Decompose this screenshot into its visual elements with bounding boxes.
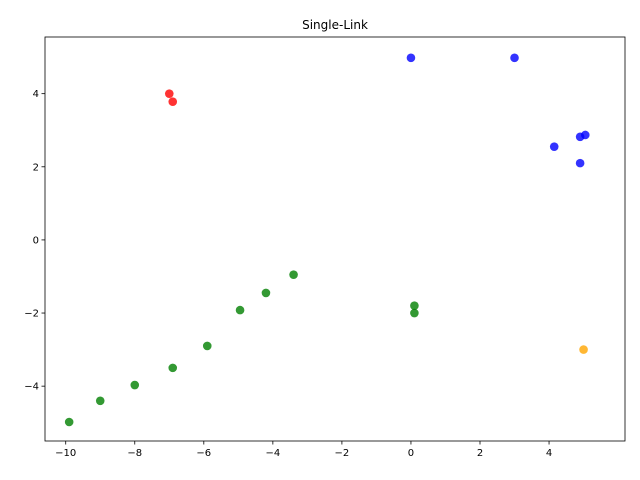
x-tick-label: 0 bbox=[408, 448, 414, 459]
x-tick-label: 2 bbox=[477, 448, 483, 459]
plot-frame bbox=[44, 36, 626, 442]
data-point bbox=[549, 142, 559, 151]
data-point bbox=[575, 158, 585, 168]
x-tick-label: −8 bbox=[127, 448, 142, 459]
data-point bbox=[406, 53, 416, 63]
y-tick-label: 2 bbox=[33, 162, 39, 173]
x-tick-label: −10 bbox=[55, 448, 76, 459]
data-point bbox=[410, 301, 419, 311]
y-tick-label: −4 bbox=[24, 382, 39, 393]
data-point bbox=[235, 305, 245, 315]
data-point bbox=[64, 417, 74, 427]
y-tick-label: 4 bbox=[33, 89, 39, 100]
data-point bbox=[261, 288, 271, 298]
data-point bbox=[510, 53, 519, 63]
data-point bbox=[168, 363, 178, 373]
data-point bbox=[579, 345, 588, 354]
data-point bbox=[580, 130, 590, 140]
points-layer bbox=[64, 53, 590, 427]
data-point bbox=[202, 341, 212, 351]
data-point bbox=[168, 97, 178, 107]
data-point bbox=[410, 308, 419, 318]
data-point bbox=[95, 396, 105, 406]
data-point bbox=[289, 270, 298, 279]
y-tick-label: −2 bbox=[24, 309, 39, 320]
y-tick-label: 0 bbox=[33, 235, 39, 246]
x-tick-label: −2 bbox=[335, 448, 350, 459]
data-point bbox=[164, 89, 174, 98]
axes-layer: −10 −8 −6 −4 −2 0 2 4 −4 −2 0 2 4 bbox=[24, 36, 626, 459]
x-tick-label: −4 bbox=[265, 448, 280, 459]
chart-title: Single-Link bbox=[302, 18, 368, 32]
data-point bbox=[130, 380, 140, 390]
x-tick-label: −6 bbox=[196, 448, 211, 459]
x-tick-label: 4 bbox=[546, 448, 552, 459]
